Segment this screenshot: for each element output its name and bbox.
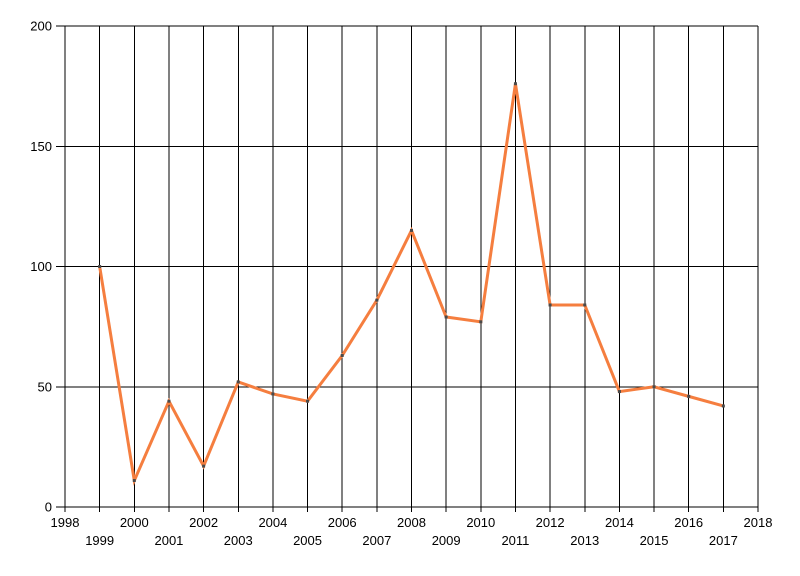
x-axis-tick-label-bottom-row: 2009 [432, 533, 461, 548]
data-point-marker [167, 399, 171, 403]
y-axis-tick-label: 0 [45, 500, 52, 515]
data-point-marker [375, 298, 379, 302]
x-axis-tick-label-bottom-row: 2007 [362, 533, 391, 548]
data-point-marker [236, 380, 240, 384]
data-point-marker [202, 464, 206, 468]
x-axis-tick-label-top-row: 2016 [674, 515, 703, 530]
y-axis-tick-label: 200 [30, 19, 52, 34]
x-axis-tick-label-bottom-row: 2005 [293, 533, 322, 548]
data-point-marker [513, 82, 517, 86]
x-axis-tick-label-top-row: 2014 [605, 515, 634, 530]
x-axis-tick-label-bottom-row: 2011 [501, 533, 529, 548]
data-point-marker [548, 303, 552, 307]
x-axis-tick-label-top-row: 2010 [466, 515, 495, 530]
data-point-marker [340, 353, 344, 357]
x-axis-tick-label-bottom-row: 1999 [85, 533, 114, 548]
y-axis-tick-label: 100 [30, 259, 52, 274]
data-point-marker [583, 303, 587, 307]
x-axis-tick-label-bottom-row: 2015 [640, 533, 669, 548]
x-axis-tick-label-top-row: 2000 [120, 515, 149, 530]
data-point-marker [652, 385, 656, 389]
data-point-marker [617, 390, 621, 394]
x-axis-tick-label-top-row: 2008 [397, 515, 426, 530]
y-axis-tick-label: 50 [38, 379, 52, 394]
y-axis-tick-label: 150 [30, 139, 52, 154]
x-axis-tick-label-bottom-row: 2017 [709, 533, 738, 548]
data-point-marker [410, 228, 413, 232]
x-axis-tick-label-top-row: 2002 [189, 515, 218, 530]
x-axis-tick-label-top-row: 2012 [536, 515, 565, 530]
data-point-marker [479, 320, 483, 324]
data-point-marker [444, 315, 448, 319]
x-axis-tick-label-bottom-row: 2001 [154, 533, 183, 548]
x-axis-tick-label-top-row: 2004 [258, 515, 287, 530]
data-point-marker [98, 265, 102, 268]
x-axis-tick-label-top-row: 2018 [744, 515, 773, 530]
x-axis-tick-label-bottom-row: 2013 [570, 533, 599, 548]
x-axis-tick-label-top-row: 1998 [51, 515, 80, 530]
data-point-marker [687, 394, 691, 398]
x-axis-tick-label-bottom-row: 2003 [224, 533, 253, 548]
data-point-marker [721, 404, 725, 408]
data-point-marker [271, 392, 275, 396]
data-point-marker [306, 399, 310, 403]
data-point-marker [132, 479, 136, 483]
x-axis-tick-label-top-row: 2006 [328, 515, 357, 530]
